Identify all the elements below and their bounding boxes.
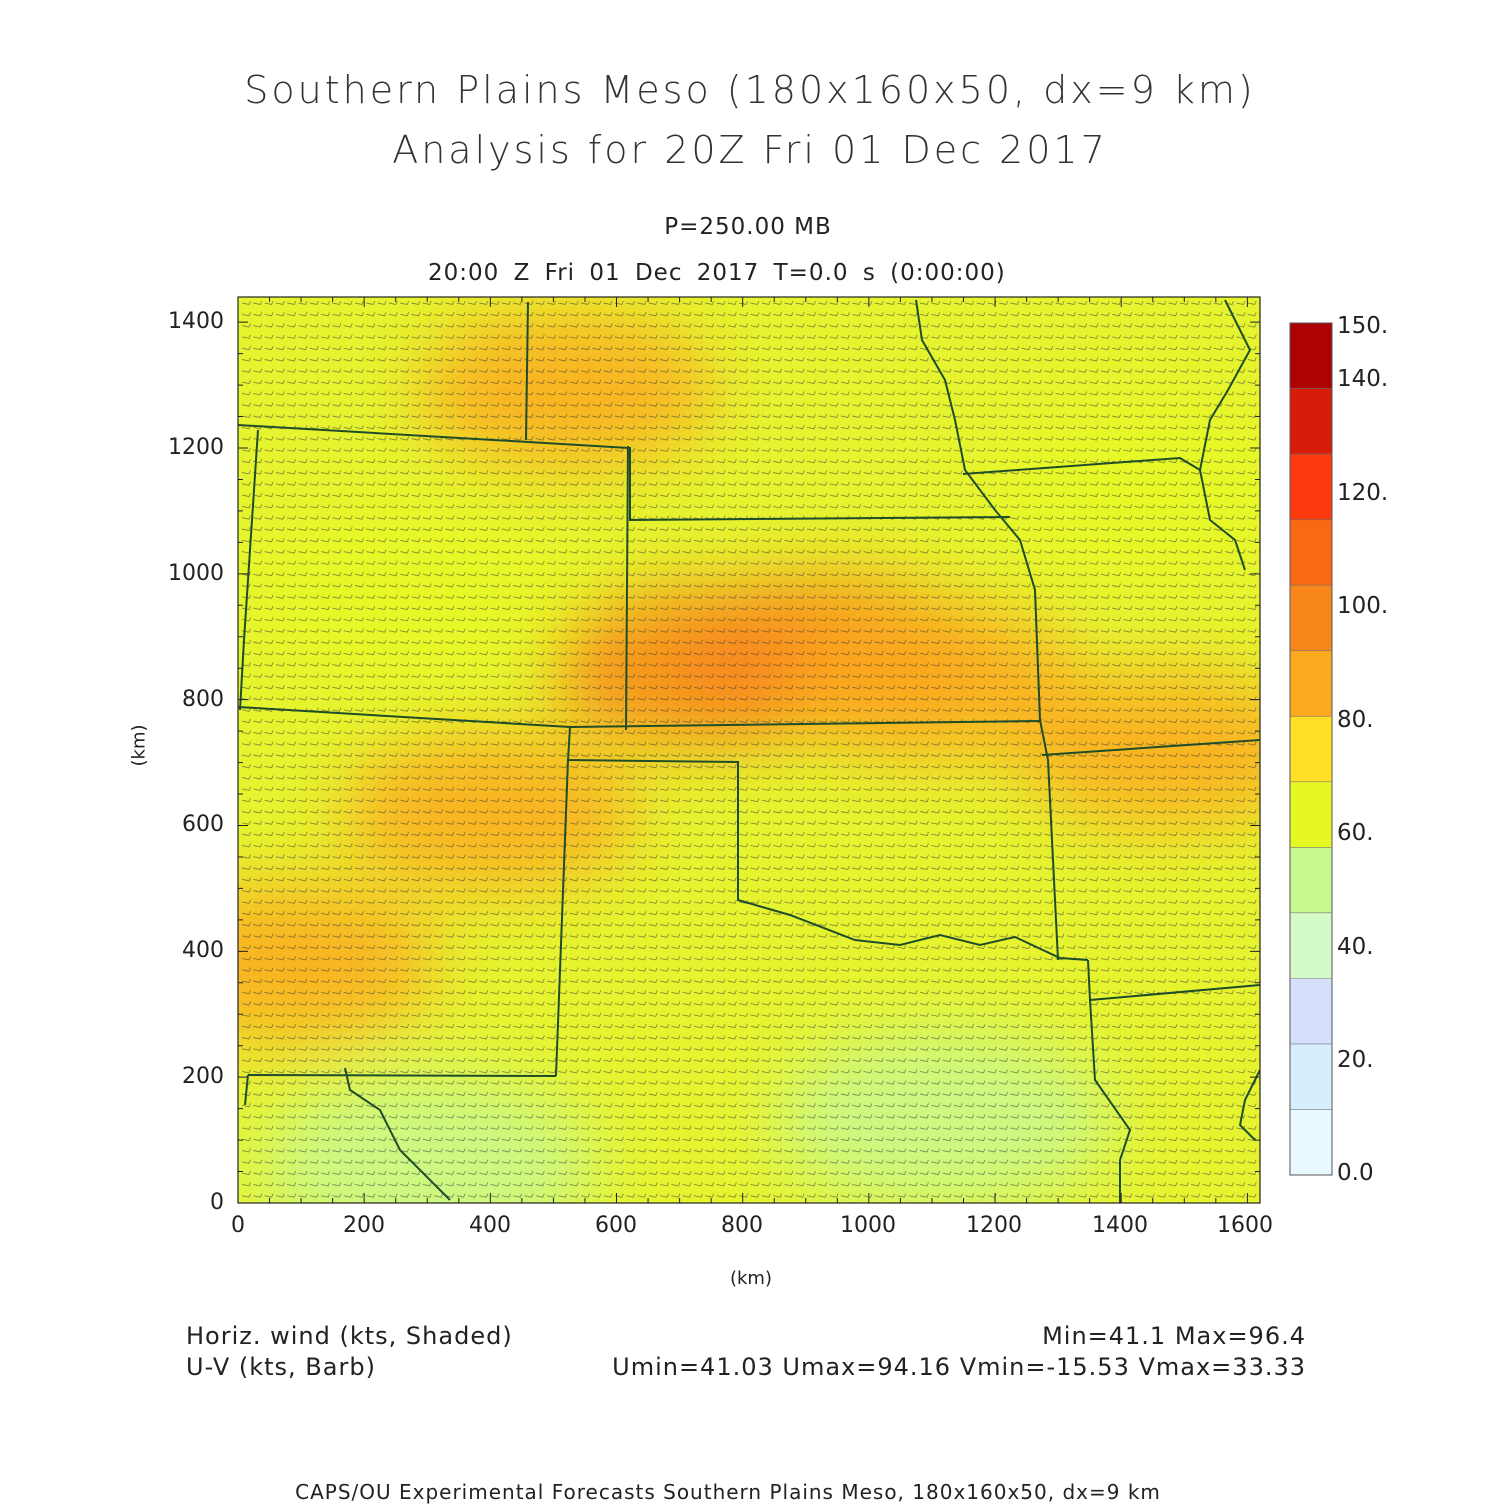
wind-maximum-region (238, 883, 439, 1044)
y-tick-label: 0 (210, 1190, 224, 1215)
colorbar-swatch (1290, 781, 1332, 848)
y-tick-label: 1000 (168, 561, 224, 586)
mississippi-lower (1238, 1069, 1260, 1141)
colorbar-label: 20. (1337, 1047, 1374, 1073)
colorado-west-border (239, 429, 259, 711)
colorado-kansas-border (238, 424, 1011, 522)
colorbar-swatch (1290, 912, 1332, 979)
texas-panhandle-east (555, 759, 569, 1077)
missouri-south-border (1041, 739, 1260, 756)
wind-maximum-region (1015, 670, 1260, 830)
shaded-field-legend: Horiz. wind (kts, Shaded) (186, 1322, 513, 1350)
x-tick-label: 1400 (1092, 1213, 1148, 1238)
colorbar-label: 120. (1337, 480, 1389, 506)
x-tick-label: 1000 (840, 1213, 896, 1238)
plot-title-line2: Analysis for 20Z Fri 01 Dec 2017 (392, 128, 1108, 172)
plot-frame (237, 296, 1261, 1204)
wind-barbs (241, 300, 1260, 1198)
colorbar-swatch (1290, 847, 1332, 914)
axis-ticks (237, 297, 1260, 1204)
wind-minimum-region (238, 502, 579, 683)
nebraska-iowa-line (962, 456, 1201, 475)
y-axis-title: (km) (128, 724, 150, 767)
texas-louisiana-line (1089, 999, 1132, 1203)
colorbar-swatch (1290, 1043, 1332, 1110)
colorado-east-border (625, 445, 629, 731)
plot-title-line1: Southern Plains Meso (180x160x50, dx=9 k… (244, 68, 1256, 112)
missouri-river (915, 299, 1059, 961)
colorbar-swatch (1290, 323, 1332, 390)
wind-barb-grid (241, 300, 1260, 1198)
x-axis-title: (km) (729, 1268, 772, 1289)
state-boundaries (238, 299, 1260, 1203)
wind-minimum-region (257, 1075, 598, 1203)
x-tick-label: 0 (231, 1213, 245, 1238)
y-tick-label: 600 (182, 812, 224, 837)
y-tick-label: 1200 (168, 435, 224, 460)
colorbar-label: 80. (1337, 707, 1374, 733)
uv-stats: Umin=41.03 Umax=94.16 Vmin=-15.53 Vmax=3… (612, 1353, 1306, 1381)
colorbar-swatch (1290, 585, 1332, 652)
colorbar-label: 140. (1337, 366, 1389, 392)
colorbar-label: 100. (1337, 593, 1389, 619)
wind-maximum-region (416, 311, 717, 472)
x-tick-label: 400 (469, 1213, 511, 1238)
barb-field-legend: U-V (kts, Barb) (186, 1353, 376, 1381)
y-tick-label: 800 (182, 687, 224, 712)
x-tick-label: 1600 (1217, 1213, 1273, 1238)
colorbar-swatch (1290, 388, 1332, 455)
colorado-north-border (525, 301, 529, 441)
x-tick-label: 1200 (966, 1213, 1022, 1238)
x-tick-label: 200 (343, 1213, 385, 1238)
y-tick-label: 400 (182, 938, 224, 963)
colorbar-swatch (1290, 1109, 1332, 1176)
new-mexico-west (244, 1074, 249, 1106)
colorbar-label: 40. (1337, 934, 1374, 960)
y-tick-label: 200 (182, 1064, 224, 1089)
tick-marks (237, 297, 1260, 1204)
oklahoma-panhandle (566, 726, 1089, 961)
pressure-level-label: P=250.00 MB (664, 214, 832, 240)
y-tick-label: 1400 (168, 309, 224, 334)
wind-minimum-region (982, 402, 1260, 583)
colorbar-frame (1289, 322, 1333, 1176)
new-mexico-texas-line (247, 1067, 557, 1201)
colorbar-swatch (1290, 716, 1332, 783)
colorbar-swatch (1290, 519, 1332, 586)
mississippi-river (1198, 299, 1252, 571)
valid-time-label: 20:00 Z Fri 01 Dec 2017 T=0.0 s (0:00:00… (428, 260, 1006, 286)
colorbar-swatch (1290, 454, 1332, 521)
colorbar (1289, 322, 1333, 1176)
footer-credit: CAPS/OU Experimental Forecasts Southern … (295, 1480, 1161, 1504)
colorbar-label: 150. (1337, 313, 1389, 339)
colorbar-label: 60. (1337, 820, 1374, 846)
x-tick-label: 600 (595, 1213, 637, 1238)
colorbar-label: 0.0 (1337, 1160, 1374, 1186)
min-max-stats: Min=41.1 Max=96.4 (1042, 1322, 1306, 1350)
x-tick-label: 800 (721, 1213, 763, 1238)
colorbar-swatch (1290, 650, 1332, 717)
colorbar-swatch (1290, 978, 1332, 1045)
wind-speed-shading (238, 297, 1260, 1203)
